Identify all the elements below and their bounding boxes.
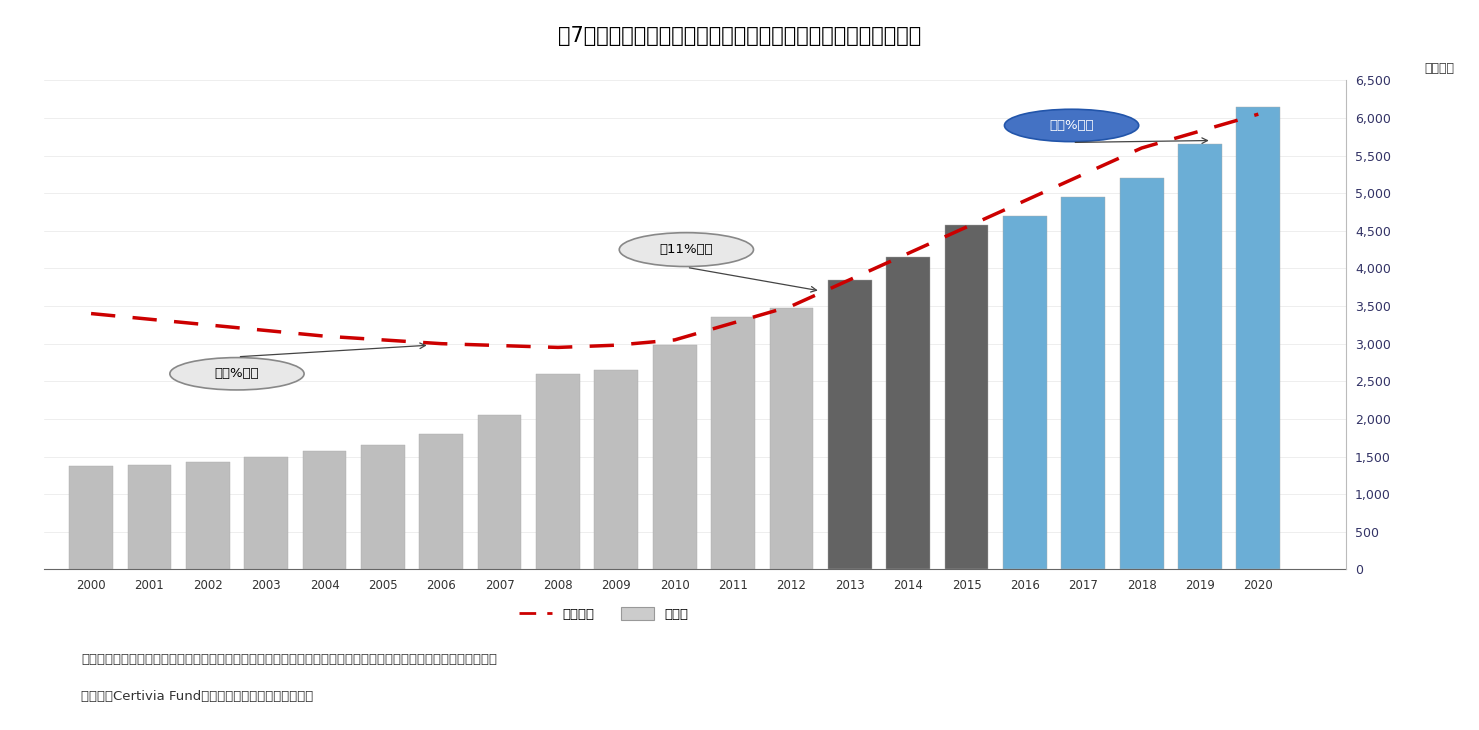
Bar [1120, 178, 1164, 569]
Ellipse shape [620, 233, 753, 266]
Text: 年11%成長: 年11%成長 [660, 243, 713, 256]
Bar [186, 462, 229, 569]
Bar [303, 450, 346, 569]
Text: 図7　ヴィアジェの取引件数と所得伸び率の動向と今後の見通し: 図7 ヴィアジェの取引件数と所得伸び率の動向と今後の見通し [558, 26, 921, 45]
Bar [769, 307, 813, 569]
Bar [711, 318, 754, 569]
Text: （注）売買額のスケールは原図に示されていない。期間別の売買額の成長率のみが３期間にわたり記載されている。: （注）売買額のスケールは原図に示されていない。期間別の売買額の成長率のみが３期間… [81, 653, 497, 666]
Ellipse shape [1004, 110, 1139, 142]
Bar [595, 370, 639, 569]
Bar [535, 374, 580, 569]
Bar [127, 465, 172, 569]
Text: 年６%成長: 年６%成長 [1049, 119, 1094, 132]
Bar [945, 225, 988, 569]
Bar [886, 257, 930, 569]
Text: 取引件数: 取引件数 [1424, 62, 1454, 75]
Text: （資料）Certivia Fund　プレゼン資料に加筆・転載。: （資料）Certivia Fund プレゼン資料に加筆・転載。 [81, 690, 314, 703]
Bar [70, 466, 112, 569]
Bar [478, 415, 522, 569]
Bar [1062, 197, 1105, 569]
Bar [652, 345, 697, 569]
Bar [244, 457, 288, 569]
Bar [361, 445, 405, 569]
Ellipse shape [170, 358, 305, 390]
Bar [828, 280, 871, 569]
Bar [1003, 216, 1047, 569]
Bar [1179, 145, 1222, 569]
Bar [1236, 107, 1281, 569]
Bar [420, 434, 463, 569]
Text: 年５%成長: 年５%成長 [214, 367, 259, 380]
Legend: 取引件数, 売買額: 取引件数, 売買額 [515, 602, 694, 626]
